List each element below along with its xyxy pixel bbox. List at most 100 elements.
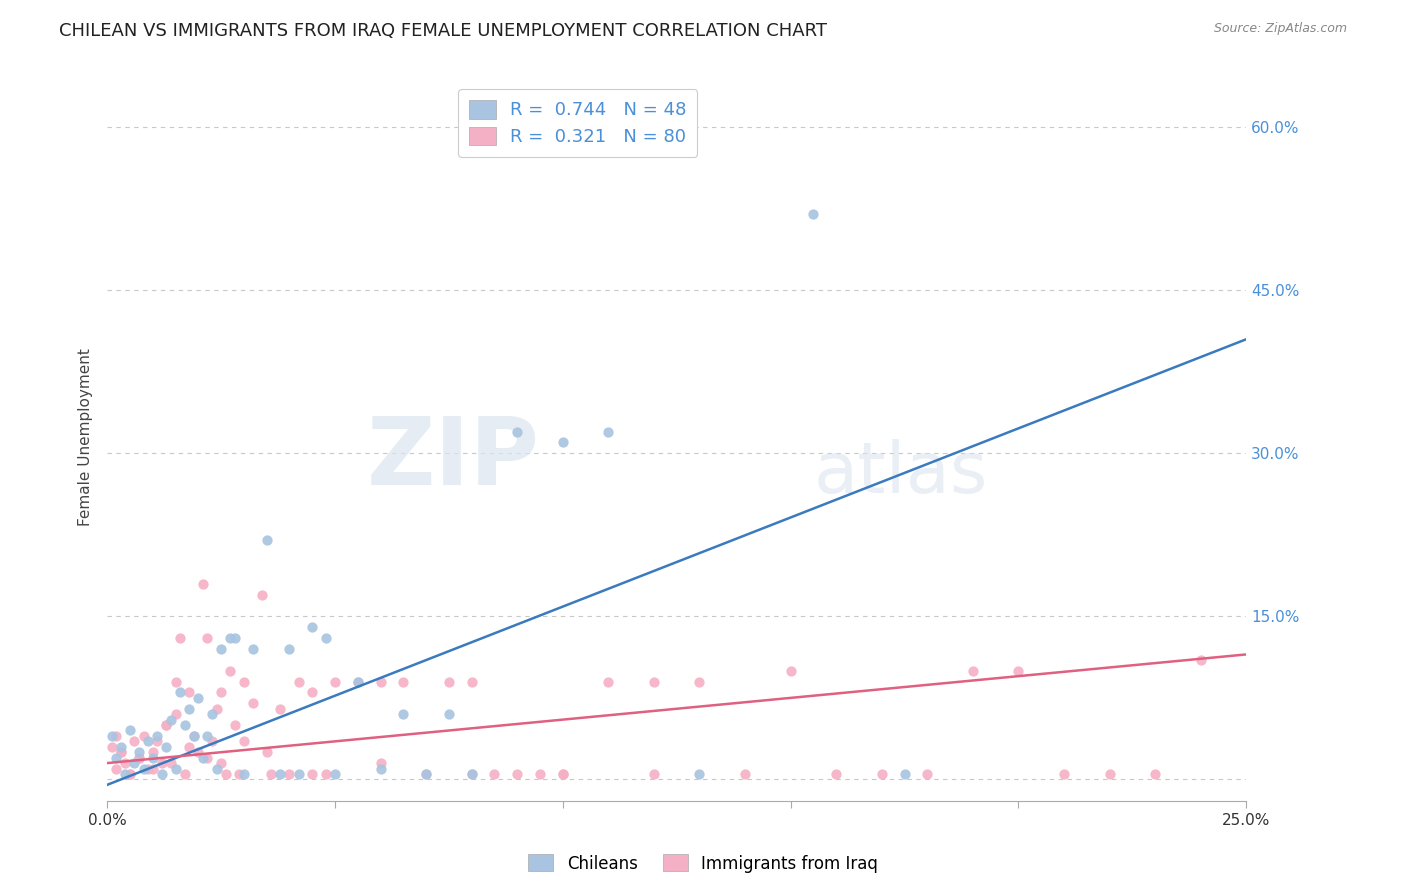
Point: [142, 750, 165, 764]
Point: [205, 702, 228, 716]
Point: [128, 750, 150, 764]
Point: [278, 642, 301, 657]
Point: [150, 767, 173, 781]
Point: [205, 762, 228, 776]
Point: [232, 767, 254, 781]
Point: [287, 767, 309, 781]
Point: [155, 718, 177, 732]
Point: [209, 685, 232, 699]
Point: [256, 745, 278, 759]
Point: [269, 767, 291, 781]
Point: [256, 533, 278, 548]
Point: [118, 723, 141, 738]
Point: [214, 767, 236, 781]
Point: [142, 745, 165, 759]
Point: [191, 576, 214, 591]
Point: [128, 745, 150, 759]
Point: [962, 664, 984, 678]
Point: [105, 762, 128, 776]
Point: [315, 767, 337, 781]
Point: [1007, 664, 1029, 678]
Point: [1189, 653, 1212, 667]
Point: [260, 767, 283, 781]
Point: [301, 767, 323, 781]
Text: atlas: atlas: [814, 439, 988, 508]
Point: [219, 631, 242, 645]
Point: [803, 207, 825, 221]
Point: [598, 674, 620, 689]
Text: CHILEAN VS IMMIGRANTS FROM IRAQ FEMALE UNEMPLOYMENT CORRELATION CHART: CHILEAN VS IMMIGRANTS FROM IRAQ FEMALE U…: [59, 22, 827, 40]
Point: [124, 734, 146, 748]
Point: [155, 718, 177, 732]
Point: [643, 674, 665, 689]
Point: [250, 588, 273, 602]
Point: [323, 767, 346, 781]
Point: [191, 750, 214, 764]
Point: [460, 767, 482, 781]
Point: [551, 767, 574, 781]
Point: [893, 767, 915, 781]
Point: [506, 767, 529, 781]
Point: [346, 674, 368, 689]
Point: [114, 767, 136, 781]
Point: [415, 767, 437, 781]
Point: [146, 729, 169, 743]
Point: [201, 707, 224, 722]
Point: [183, 729, 205, 743]
Point: [173, 767, 195, 781]
Point: [734, 767, 756, 781]
Point: [370, 674, 392, 689]
Point: [142, 762, 165, 776]
Point: [105, 750, 128, 764]
Point: [114, 756, 136, 770]
Point: [1098, 767, 1121, 781]
Point: [598, 425, 620, 439]
Point: [155, 739, 177, 754]
Point: [346, 674, 368, 689]
Point: [484, 767, 506, 781]
Point: [370, 756, 392, 770]
Point: [437, 707, 460, 722]
Point: [242, 642, 264, 657]
Point: [100, 729, 122, 743]
Point: [209, 642, 232, 657]
Point: [301, 620, 323, 634]
Point: [224, 718, 246, 732]
Point: [689, 674, 711, 689]
Point: [183, 729, 205, 743]
Point: [110, 739, 132, 754]
Text: Source: ZipAtlas.com: Source: ZipAtlas.com: [1213, 22, 1347, 36]
Point: [779, 664, 801, 678]
Point: [392, 674, 415, 689]
Point: [132, 762, 155, 776]
Point: [242, 696, 264, 710]
Point: [136, 762, 159, 776]
Point: [278, 767, 301, 781]
Point: [105, 729, 128, 743]
Point: [689, 767, 711, 781]
Point: [173, 718, 195, 732]
Point: [551, 435, 574, 450]
Point: [179, 739, 201, 754]
Point: [146, 734, 169, 748]
Point: [301, 685, 323, 699]
Point: [437, 674, 460, 689]
Point: [232, 734, 254, 748]
Point: [165, 707, 187, 722]
Point: [209, 756, 232, 770]
Point: [643, 767, 665, 781]
Point: [110, 745, 132, 759]
Point: [551, 767, 574, 781]
Point: [179, 685, 201, 699]
Point: [160, 713, 183, 727]
Point: [160, 756, 183, 770]
Point: [315, 631, 337, 645]
Point: [197, 631, 219, 645]
Point: [323, 674, 346, 689]
Text: ZIP: ZIP: [367, 413, 540, 505]
Point: [136, 734, 159, 748]
Legend: R =  0.744   N = 48, R =  0.321   N = 80: R = 0.744 N = 48, R = 0.321 N = 80: [458, 89, 697, 157]
Point: [392, 707, 415, 722]
Point: [287, 674, 309, 689]
Point: [197, 750, 219, 764]
